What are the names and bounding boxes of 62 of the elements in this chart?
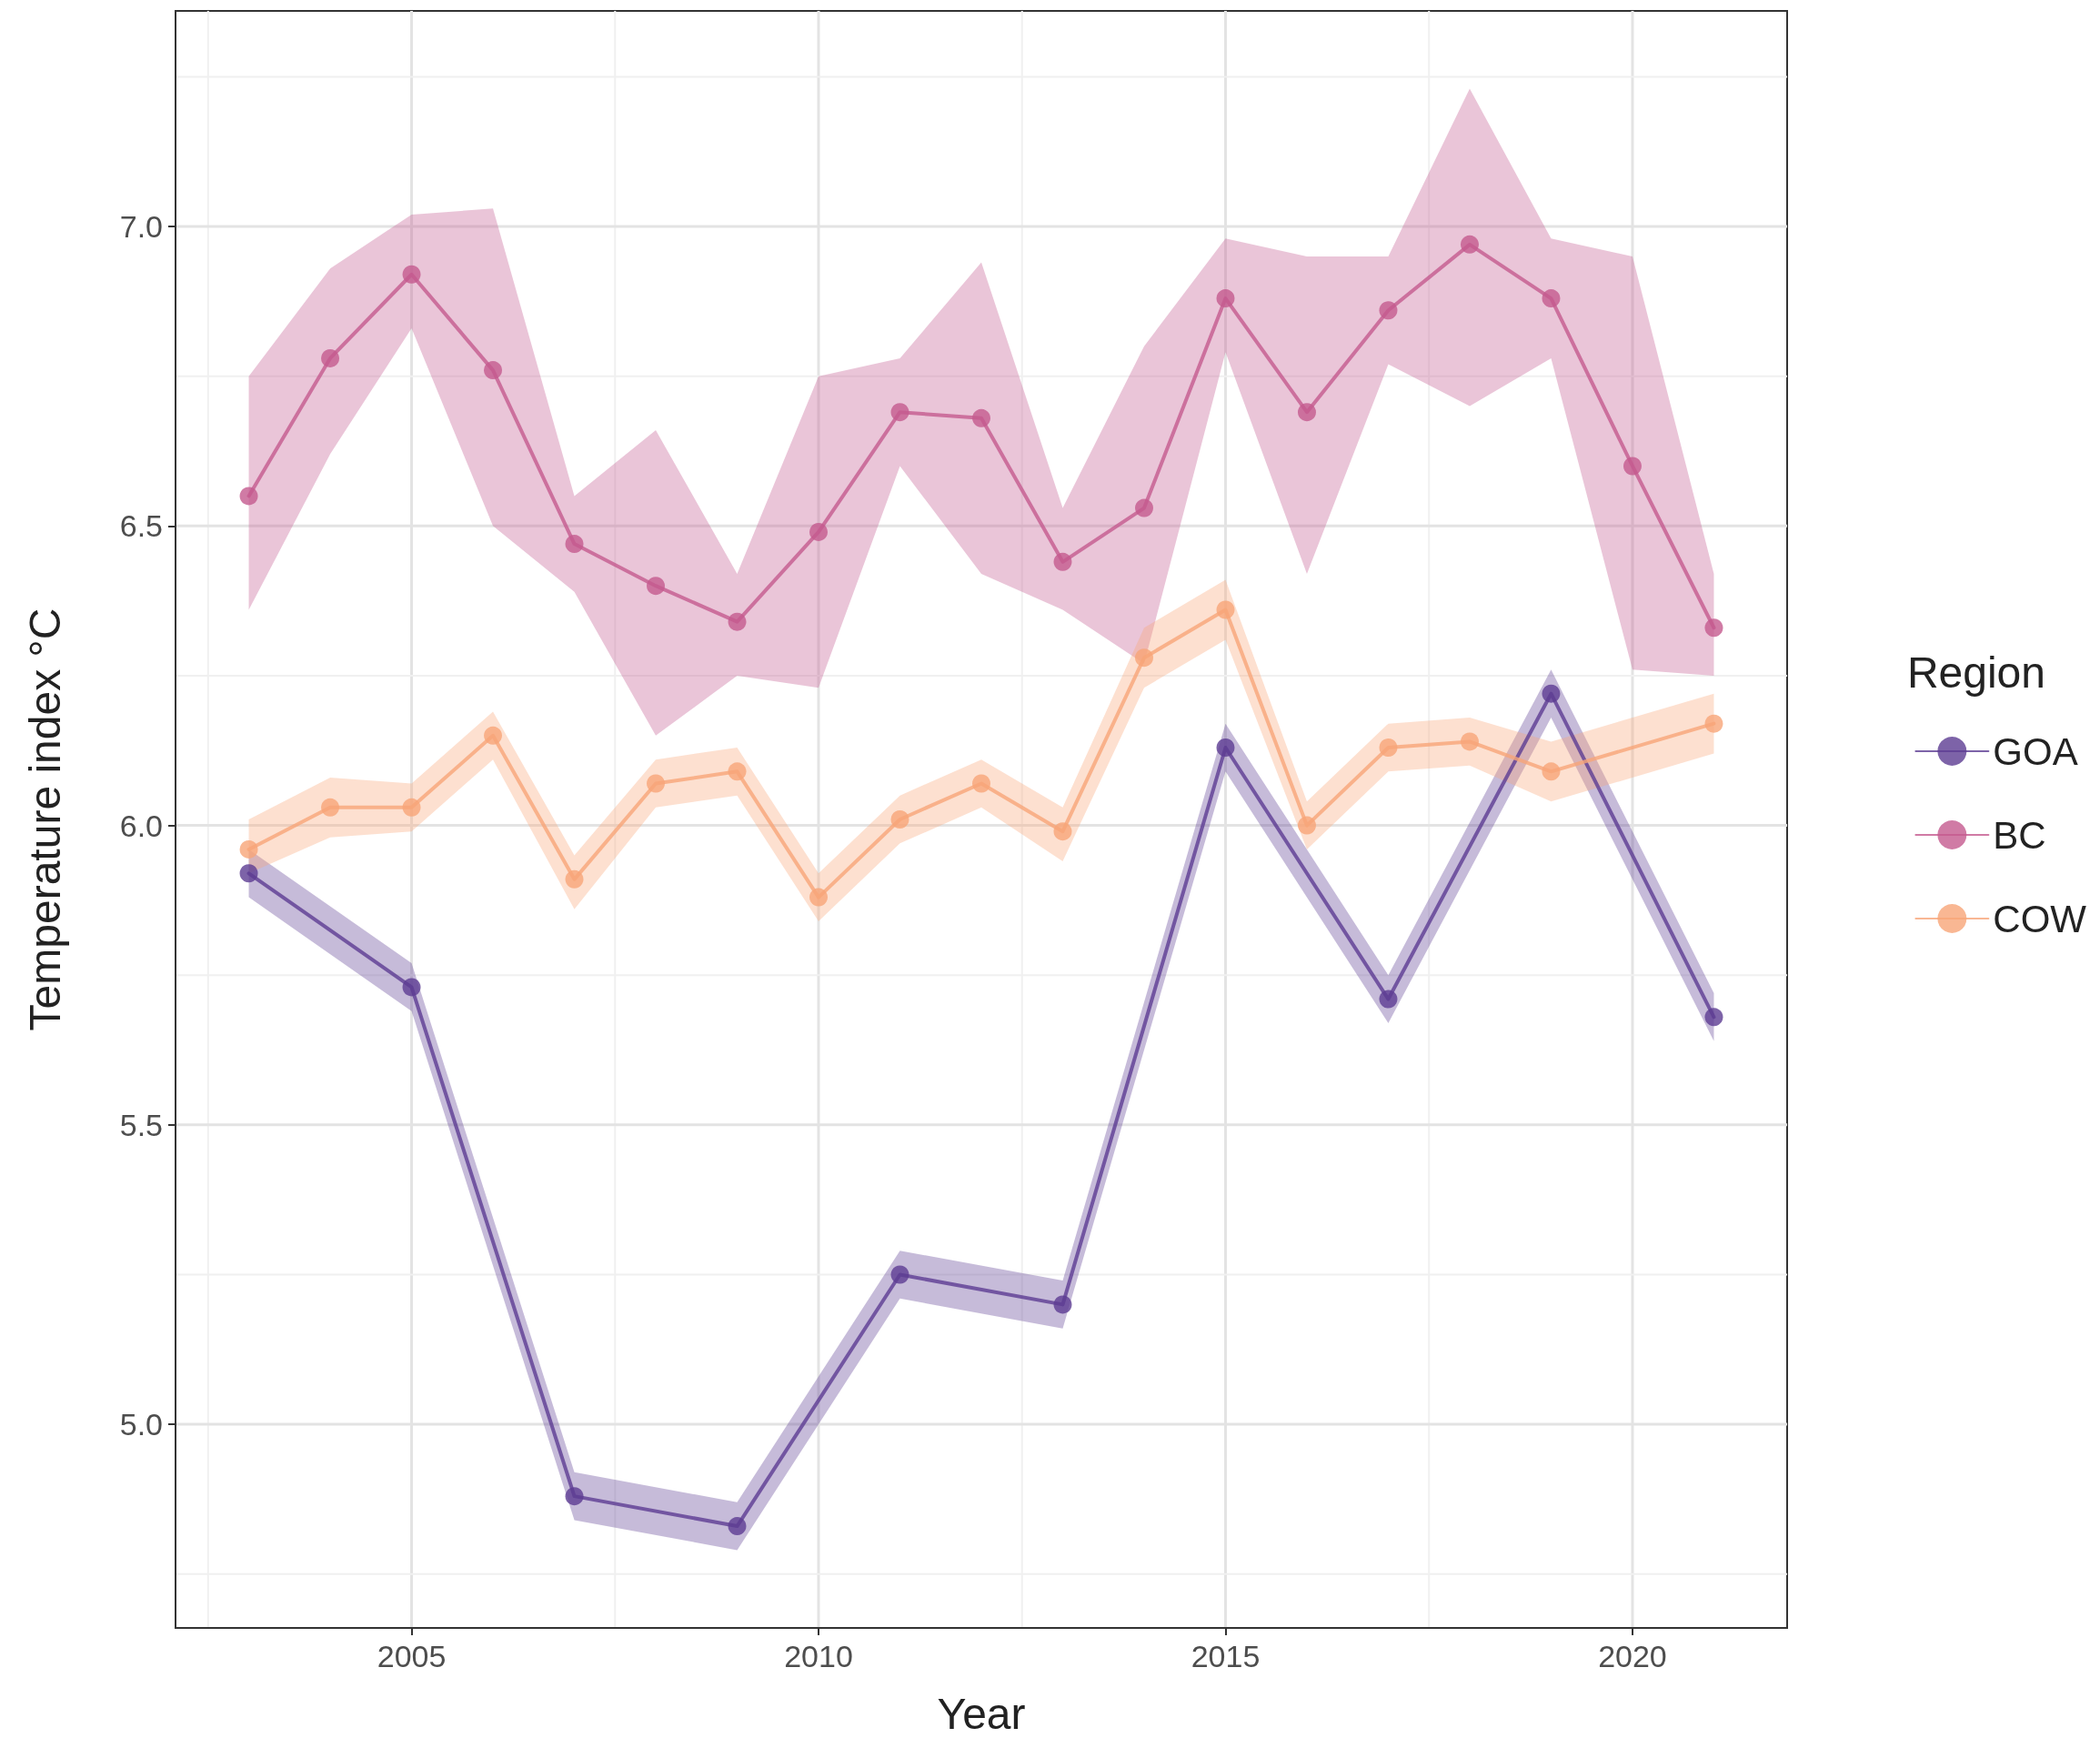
point bbox=[1135, 648, 1153, 668]
point bbox=[402, 978, 421, 997]
point bbox=[1053, 822, 1072, 841]
point bbox=[1460, 235, 1479, 254]
point bbox=[1135, 498, 1153, 517]
point bbox=[1053, 552, 1072, 571]
point bbox=[647, 774, 666, 793]
y-tick-label: 5.0 bbox=[119, 1407, 163, 1442]
point bbox=[1216, 738, 1235, 757]
point bbox=[402, 265, 421, 284]
point bbox=[728, 762, 747, 781]
point bbox=[1216, 289, 1235, 308]
point bbox=[1704, 618, 1723, 638]
point bbox=[1460, 732, 1479, 751]
point bbox=[1379, 738, 1398, 757]
point bbox=[239, 864, 258, 883]
point bbox=[647, 577, 666, 596]
x-tick-label: 2015 bbox=[1191, 1639, 1261, 1673]
point bbox=[809, 888, 829, 907]
point bbox=[1542, 289, 1561, 308]
point bbox=[1379, 301, 1398, 320]
point bbox=[484, 726, 503, 745]
point bbox=[890, 403, 909, 422]
y-tick-label: 5.5 bbox=[119, 1107, 163, 1142]
point bbox=[1704, 714, 1723, 733]
point bbox=[565, 869, 584, 889]
point bbox=[890, 810, 909, 829]
x-tick-label: 2005 bbox=[377, 1639, 447, 1673]
point bbox=[565, 535, 584, 554]
point bbox=[239, 839, 258, 859]
legend-label: COW bbox=[1993, 897, 2087, 940]
point bbox=[402, 798, 421, 817]
point bbox=[239, 487, 258, 506]
point bbox=[321, 798, 340, 817]
point bbox=[809, 522, 829, 541]
x-axis-title: Year bbox=[937, 1689, 1026, 1738]
point bbox=[1379, 990, 1398, 1009]
y-tick-label: 6.0 bbox=[119, 808, 163, 843]
y-tick-label: 6.5 bbox=[119, 508, 163, 544]
y-tick-label: 7.0 bbox=[119, 209, 163, 245]
point bbox=[565, 1487, 584, 1506]
point bbox=[1542, 684, 1561, 703]
point bbox=[1298, 816, 1316, 835]
point bbox=[1623, 457, 1642, 476]
point bbox=[728, 1517, 747, 1536]
point bbox=[1704, 1008, 1723, 1027]
x-tick-label: 2010 bbox=[784, 1639, 853, 1673]
legend-label: GOA bbox=[1993, 729, 2078, 773]
point bbox=[484, 361, 503, 380]
point bbox=[1542, 762, 1561, 781]
point bbox=[728, 612, 747, 631]
point bbox=[890, 1265, 909, 1284]
point bbox=[972, 774, 990, 793]
legend-title: Region bbox=[1906, 648, 2045, 697]
point bbox=[1298, 403, 1316, 422]
y-axis-title: Temperature index °C bbox=[20, 608, 69, 1031]
point bbox=[972, 408, 990, 427]
x-tick-label: 2020 bbox=[1598, 1639, 1667, 1673]
point bbox=[321, 348, 340, 367]
point bbox=[1053, 1295, 1072, 1314]
point bbox=[1216, 600, 1235, 619]
legend-label: BC bbox=[1993, 813, 2046, 857]
